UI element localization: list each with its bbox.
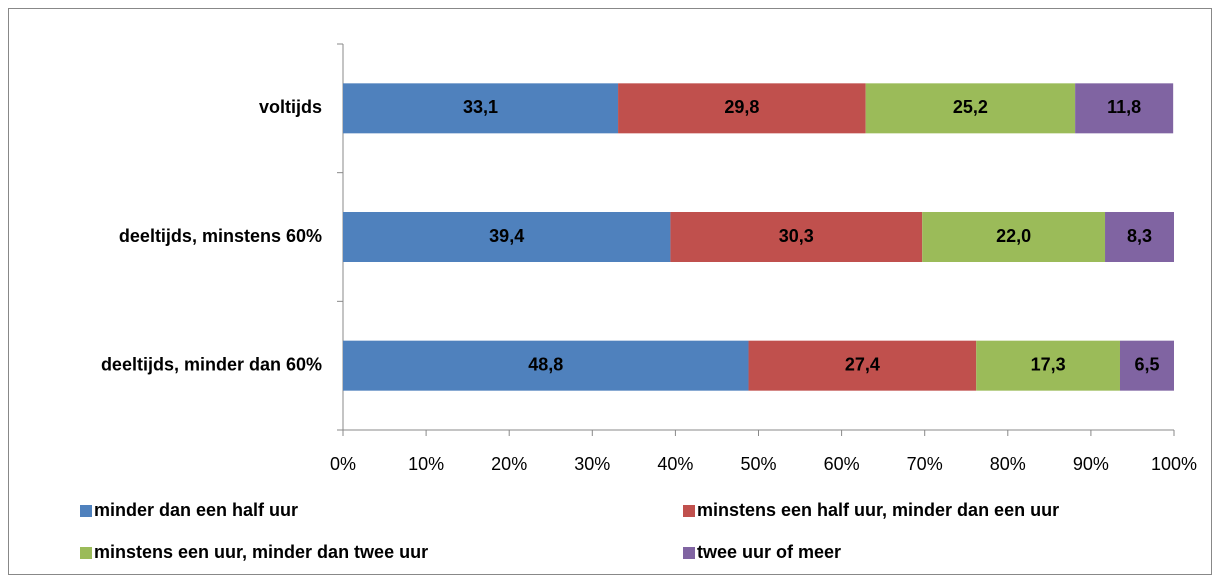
category-label: voltijds bbox=[259, 97, 322, 117]
category-label: deeltijds, minstens 60% bbox=[119, 226, 322, 246]
category-label: deeltijds, minder dan 60% bbox=[101, 354, 322, 374]
x-tick-label: 40% bbox=[657, 454, 693, 474]
value-label: 33,1 bbox=[463, 97, 498, 117]
bar-segment bbox=[1119, 340, 1174, 391]
x-tick-label: 60% bbox=[824, 454, 860, 474]
x-tick-label: 70% bbox=[907, 454, 943, 474]
value-label: 11,8 bbox=[1107, 97, 1141, 117]
legend-label: minstens een half uur, minder dan een uu… bbox=[697, 500, 1059, 520]
bar-segment bbox=[748, 340, 977, 391]
bar-segment bbox=[976, 340, 1120, 391]
value-label: 29,8 bbox=[724, 97, 759, 117]
value-label: 30,3 bbox=[779, 226, 814, 246]
x-tick-label: 80% bbox=[990, 454, 1026, 474]
value-label: 22,0 bbox=[996, 226, 1031, 246]
bar-segment bbox=[343, 212, 671, 262]
x-tick-label: 100% bbox=[1151, 454, 1197, 474]
x-tick-label: 20% bbox=[491, 454, 527, 474]
x-tick-label: 90% bbox=[1073, 454, 1109, 474]
value-label: 25,2 bbox=[953, 97, 988, 117]
legend-swatch bbox=[683, 547, 695, 559]
value-label: 27,4 bbox=[845, 354, 880, 374]
legend-label: twee uur of meer bbox=[697, 542, 841, 562]
legend-swatch bbox=[683, 505, 695, 517]
bar-segment bbox=[1105, 212, 1174, 262]
value-label: 17,3 bbox=[1031, 354, 1066, 374]
bar-segment bbox=[922, 212, 1106, 262]
bar-segment bbox=[670, 212, 923, 262]
x-tick-label: 0% bbox=[330, 454, 356, 474]
bar-segment bbox=[343, 83, 619, 134]
value-label: 6,5 bbox=[1134, 354, 1159, 374]
legend-swatch bbox=[80, 547, 92, 559]
bar-segment bbox=[343, 340, 749, 391]
x-tick-label: 50% bbox=[740, 454, 776, 474]
bar-segment bbox=[1075, 83, 1174, 134]
x-tick-label: 30% bbox=[574, 454, 610, 474]
value-label: 48,8 bbox=[528, 354, 563, 374]
legend-label: minstens een uur, minder dan twee uur bbox=[94, 542, 428, 562]
bar-segment bbox=[618, 83, 866, 134]
value-label: 39,4 bbox=[489, 226, 524, 246]
x-tick-label: 10% bbox=[408, 454, 444, 474]
bar-segment bbox=[865, 83, 1076, 134]
value-label: 8,3 bbox=[1127, 226, 1152, 246]
legend-label: minder dan een half uur bbox=[94, 500, 298, 520]
legend-swatch bbox=[80, 505, 92, 517]
